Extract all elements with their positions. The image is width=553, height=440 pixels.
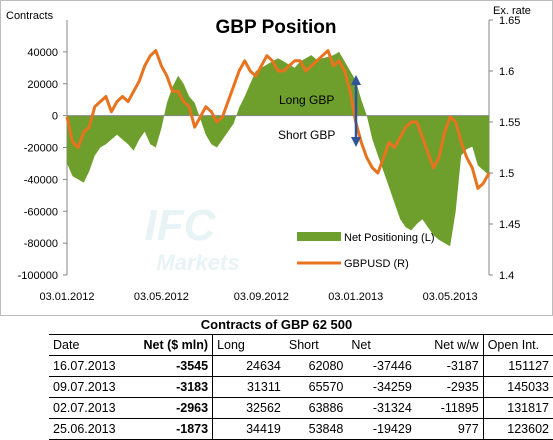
left-tick-label: -60000 [24, 206, 58, 218]
legend-net-swatch [297, 232, 341, 241]
long-short-arrow [351, 75, 361, 147]
gbp-position-chart: IFC Markets GBP Position Contracts Ex. r… [0, 0, 553, 316]
header-net-ww: Net w/w [415, 334, 484, 356]
watermark-line2: Markets [156, 250, 239, 275]
cell-long: 34419 [212, 418, 285, 440]
left-axis-ticks: 40000 20000 0 -20000 -40000 -60000 -80000 -1000… [18, 47, 67, 282]
table-row: 09.07.2013 -3183 31311 65570 -34259 -293… [49, 376, 553, 398]
gbpusd-line [65, 49, 491, 190]
cell-net-mln: -3545 [119, 355, 213, 377]
x-tick-label: 03.09.2012 [234, 291, 289, 303]
net-positioning-area [67, 51, 489, 247]
cell-net-mln: -2963 [119, 397, 213, 419]
table-header-row: Date Net ($ mln) Long Short Net Net w/w … [49, 334, 553, 356]
table-row: 02.07.2013 -2963 32562 63886 -31324 -118… [49, 397, 553, 419]
left-tick-label: -20000 [24, 143, 58, 155]
cell-net-ww: -2935 [415, 376, 484, 398]
left-axis-label: Contracts [6, 10, 54, 22]
cell-long: 24634 [212, 355, 285, 377]
x-tick-label: 03.01.2013 [328, 291, 383, 303]
cell-open-int: 131817 [482, 397, 553, 419]
left-tick-label: -80000 [24, 238, 58, 250]
cell-date: 25.06.2013 [49, 418, 120, 440]
cell-net: -34259 [347, 376, 416, 398]
cell-date: 09.07.2013 [49, 376, 120, 398]
cell-short: 65570 [284, 376, 348, 398]
cell-date: 16.07.2013 [49, 355, 120, 377]
header-long: Long [212, 334, 285, 356]
right-tick-label: 1.5 [499, 168, 514, 180]
cell-net: -37446 [347, 355, 416, 377]
cell-net-ww: -11895 [415, 397, 484, 419]
cell-net-mln: -3183 [119, 376, 213, 398]
left-tick-label: 40000 [27, 47, 58, 59]
cell-long: 32562 [212, 397, 285, 419]
legend-net-label: Net Positioning (L) [344, 232, 435, 244]
x-axis-ticks: 03.01.2012 03.05.2012 03.09.2012 03.01.2013… [39, 291, 477, 303]
cell-long: 31311 [212, 376, 285, 398]
right-tick-label: 1.45 [499, 219, 520, 231]
x-tick-label: 03.05.2012 [134, 291, 189, 303]
cell-open-int: 151127 [482, 355, 553, 377]
header-short: Short [284, 334, 348, 356]
cell-net-mln: -1873 [119, 418, 213, 440]
cell-net: -31324 [347, 397, 416, 419]
right-axis-ticks: 1.4 1.45 1.5 1.55 1.6 1.65 [489, 15, 520, 282]
short-gbp-label: Short GBP [278, 128, 335, 142]
table-row: 25.06.2013 -1873 34419 53848 -19429 977 … [49, 418, 553, 440]
cell-net-ww: 977 [415, 418, 484, 440]
chart-title: GBP Position [215, 17, 336, 38]
contracts-table: Date Net ($ mln) Long Short Net Net w/w … [49, 334, 553, 440]
right-tick-label: 1.6 [499, 66, 514, 78]
header-net-mln: Net ($ mln) [119, 334, 213, 356]
long-gbp-label: Long GBP [279, 93, 334, 107]
header-date: Date [49, 334, 120, 356]
left-tick-label: 20000 [27, 79, 58, 91]
right-tick-label: 1.4 [499, 270, 514, 282]
x-tick-label: 03.05.2013 [423, 291, 478, 303]
left-tick-label: -100000 [18, 270, 58, 282]
table-row: 16.07.2013 -3545 24634 62080 -37446 -318… [49, 355, 553, 377]
cell-short: 53848 [284, 418, 348, 440]
x-tick-label: 03.01.2012 [39, 291, 94, 303]
header-net: Net [347, 334, 416, 356]
legend: Net Positioning (L) GBPUSD (R) [297, 232, 435, 270]
cell-short: 63886 [284, 397, 348, 419]
cell-net-ww: -3187 [415, 355, 484, 377]
legend-rate-label: GBPUSD (R) [344, 258, 409, 270]
left-tick-label: 0 [52, 111, 58, 123]
header-open-int: Open Int. [482, 334, 553, 356]
watermark-line1: IFC [145, 201, 217, 250]
cell-open-int: 145033 [482, 376, 553, 398]
watermark: IFC Markets [145, 201, 240, 275]
left-tick-label: -40000 [24, 174, 58, 186]
cell-date: 02.07.2013 [49, 397, 120, 419]
cell-short: 62080 [284, 355, 348, 377]
table-title: Contracts of GBP 62 500 [200, 317, 353, 332]
right-tick-label: 1.65 [499, 15, 520, 27]
right-axis-label: Ex. rate [493, 5, 531, 17]
cell-open-int: 123602 [482, 418, 553, 440]
right-tick-label: 1.55 [499, 117, 520, 129]
cell-net: -19429 [347, 418, 416, 440]
